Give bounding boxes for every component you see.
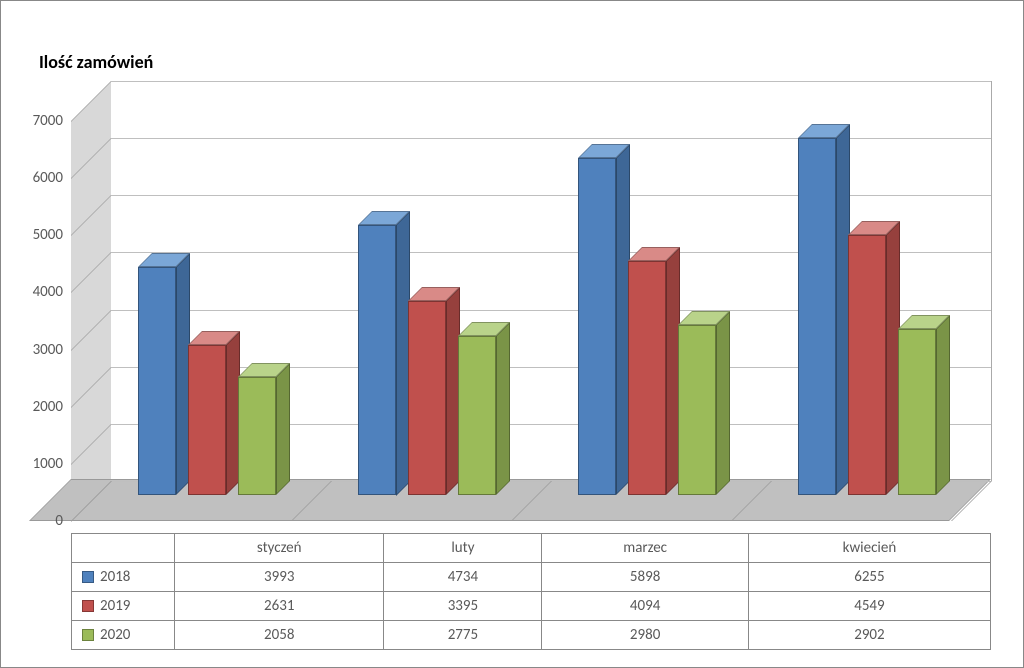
table-row: 2019 2631339540944549 bbox=[72, 592, 991, 621]
table-column-header: kwiecień bbox=[748, 534, 990, 563]
y-tick-label: 2000 bbox=[3, 398, 63, 416]
table-row: 2020 2058277529802902 bbox=[72, 621, 991, 650]
bar bbox=[458, 336, 496, 495]
y-tick-label: 4000 bbox=[3, 283, 63, 301]
table-corner bbox=[72, 534, 175, 563]
bar bbox=[798, 138, 836, 495]
bar-front bbox=[578, 158, 616, 495]
table-cell: 2058 bbox=[175, 621, 384, 650]
table-cell: 2631 bbox=[175, 592, 384, 621]
bar-front bbox=[138, 267, 176, 495]
legend-label: 2019 bbox=[100, 597, 130, 615]
bar bbox=[138, 267, 176, 495]
plot-sidewall bbox=[71, 81, 111, 521]
bar bbox=[238, 377, 276, 495]
bar bbox=[578, 158, 616, 495]
table-row: 2018 3993473458986255 bbox=[72, 563, 991, 592]
bar bbox=[848, 235, 886, 495]
data-table: styczeńlutymarzeckwiecień 2018 3993473458… bbox=[71, 533, 991, 650]
bar-front bbox=[188, 345, 226, 495]
bar-front bbox=[798, 138, 836, 495]
table-cell: 4549 bbox=[748, 592, 990, 621]
bar-side bbox=[276, 363, 290, 495]
y-tick-label: 3000 bbox=[3, 341, 63, 359]
table-cell: 4094 bbox=[542, 592, 749, 621]
y-tick-label: 6000 bbox=[3, 169, 63, 187]
gridline bbox=[111, 195, 991, 196]
legend-swatch bbox=[82, 600, 94, 612]
table-cell: 6255 bbox=[748, 563, 990, 592]
table-cell: 4734 bbox=[384, 563, 542, 592]
table-column-header: styczeń bbox=[175, 534, 384, 563]
plot-area: 01000200030004000500060007000 bbox=[71, 81, 991, 521]
bar-front bbox=[238, 377, 276, 495]
table-cell: 5898 bbox=[542, 563, 749, 592]
bar-front bbox=[848, 235, 886, 495]
bar-front bbox=[628, 261, 666, 495]
legend-swatch bbox=[82, 629, 94, 641]
bar-side bbox=[496, 322, 510, 495]
table-cell: 3395 bbox=[384, 592, 542, 621]
chart-container: Ilość zamówień 0100020003000400050006000… bbox=[0, 0, 1024, 668]
table-cell: 2980 bbox=[542, 621, 749, 650]
bar-front bbox=[678, 325, 716, 495]
y-tick-label: 1000 bbox=[3, 455, 63, 473]
bar-front bbox=[898, 329, 936, 495]
chart-title: Ilość zamówień bbox=[39, 51, 153, 73]
bar bbox=[408, 301, 446, 495]
table-cell: 2775 bbox=[384, 621, 542, 650]
legend-cell: 2020 bbox=[72, 621, 175, 650]
table-cell: 2902 bbox=[748, 621, 990, 650]
bar-front bbox=[458, 336, 496, 495]
bar-side bbox=[936, 315, 950, 495]
legend-swatch bbox=[82, 571, 94, 583]
legend-label: 2020 bbox=[100, 626, 130, 644]
bar bbox=[678, 325, 716, 495]
table-column-header: luty bbox=[384, 534, 542, 563]
gridline bbox=[111, 81, 991, 82]
legend-label: 2018 bbox=[100, 568, 130, 586]
legend-cell: 2018 bbox=[72, 563, 175, 592]
bar bbox=[628, 261, 666, 495]
bar-front bbox=[358, 225, 396, 496]
bar-side bbox=[716, 311, 730, 495]
bar bbox=[898, 329, 936, 495]
y-tick-label: 7000 bbox=[3, 112, 63, 130]
gridline bbox=[111, 138, 991, 139]
y-tick-label: 0 bbox=[3, 512, 63, 530]
legend-cell: 2019 bbox=[72, 592, 175, 621]
bar bbox=[358, 225, 396, 496]
bar bbox=[188, 345, 226, 495]
table-column-header: marzec bbox=[542, 534, 749, 563]
bar-front bbox=[408, 301, 446, 495]
table-cell: 3993 bbox=[175, 563, 384, 592]
y-tick-label: 5000 bbox=[3, 226, 63, 244]
